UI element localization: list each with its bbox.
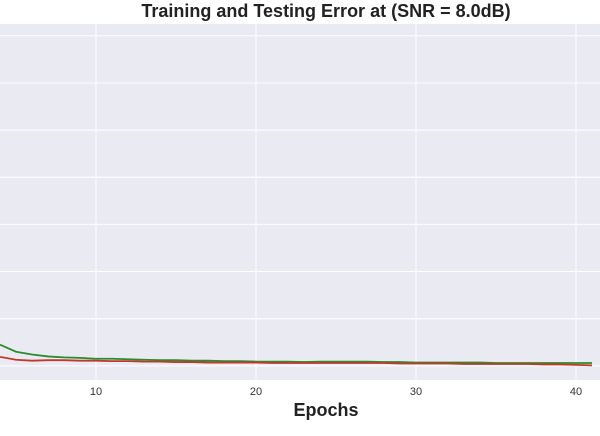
series-line (0, 356, 593, 367)
x-tick-label: 40 (570, 386, 582, 398)
x-tick-label: 10 (90, 386, 102, 398)
plot-area (0, 24, 600, 380)
series-line (0, 343, 592, 364)
x-tick-label: 30 (410, 386, 422, 398)
chart-title: Training and Testing Error at (SNR = 8.0… (141, 1, 510, 21)
x-tick-label: 20 (250, 386, 262, 398)
x-axis-label: Epochs (293, 400, 358, 420)
